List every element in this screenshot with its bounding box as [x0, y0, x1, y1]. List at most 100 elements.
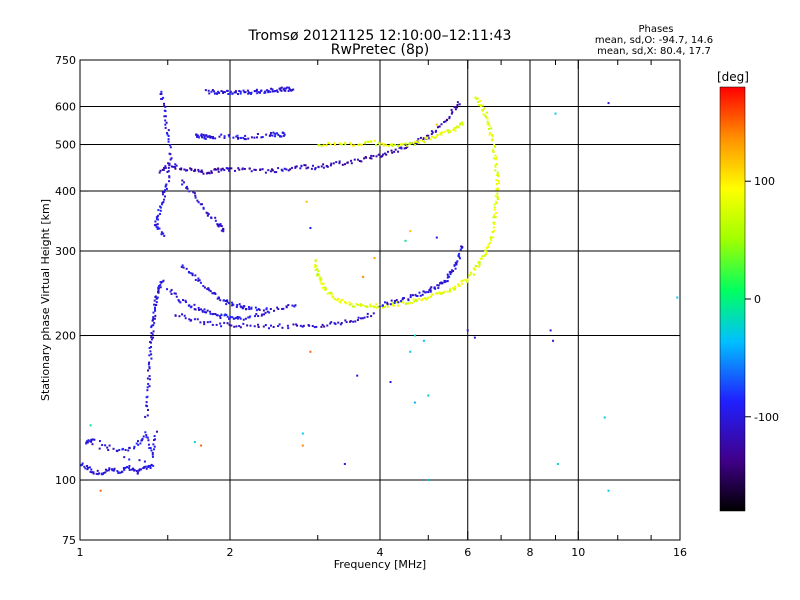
data-point — [676, 296, 679, 299]
data-point — [452, 128, 455, 131]
data-point — [245, 308, 248, 311]
data-point — [203, 308, 206, 311]
data-point — [201, 170, 204, 173]
data-point — [153, 307, 156, 310]
data-point — [215, 323, 218, 326]
data-point — [423, 141, 426, 144]
data-point — [196, 199, 199, 202]
data-point — [220, 133, 223, 136]
data-point — [174, 163, 177, 166]
data-point — [287, 304, 290, 307]
data-point — [207, 288, 210, 291]
data-point — [450, 108, 453, 111]
data-point — [168, 180, 171, 183]
data-point — [188, 318, 191, 321]
data-point — [123, 456, 126, 459]
data-point — [274, 133, 277, 136]
data-point — [197, 168, 200, 171]
data-point — [395, 299, 398, 302]
data-point — [156, 215, 159, 218]
data-point — [228, 317, 231, 320]
data-point — [84, 467, 87, 470]
data-point — [194, 274, 197, 277]
data-point — [459, 123, 462, 126]
data-point — [247, 316, 250, 319]
data-point — [453, 264, 456, 267]
data-point — [161, 191, 164, 194]
data-point — [233, 325, 236, 328]
data-point — [148, 385, 151, 388]
colorbar-label: [deg] — [717, 70, 749, 84]
data-point — [269, 133, 272, 136]
data-point — [164, 109, 167, 112]
data-point — [225, 313, 228, 316]
data-point — [457, 126, 460, 129]
data-point — [472, 267, 475, 270]
data-point — [206, 321, 209, 324]
data-point — [265, 89, 268, 92]
data-point — [223, 136, 226, 139]
data-point — [350, 143, 353, 146]
data-point — [279, 87, 282, 90]
data-point — [435, 129, 438, 132]
data-point — [128, 468, 131, 471]
data-point — [90, 471, 93, 474]
data-point — [185, 186, 188, 189]
data-point — [456, 125, 459, 128]
data-point — [339, 301, 342, 304]
data-point — [607, 489, 610, 492]
data-point — [160, 231, 163, 234]
data-point — [495, 188, 498, 191]
data-point — [222, 91, 225, 94]
data-point — [375, 155, 378, 158]
x-tick-label: 4 — [377, 546, 384, 559]
data-point — [164, 185, 167, 188]
data-point — [238, 168, 241, 171]
data-point — [108, 444, 111, 447]
data-point — [447, 129, 450, 132]
data-point — [339, 142, 342, 145]
data-point — [167, 170, 170, 173]
data-point — [157, 286, 160, 289]
data-point — [152, 316, 155, 319]
data-point — [393, 301, 396, 304]
data-point — [437, 286, 440, 289]
data-point — [356, 303, 359, 306]
data-point — [357, 316, 360, 319]
data-point — [152, 324, 155, 327]
data-point — [238, 90, 241, 93]
colorbar — [719, 86, 746, 512]
data-point — [152, 330, 155, 333]
data-point — [146, 395, 149, 398]
data-point — [153, 445, 156, 448]
data-point — [283, 89, 286, 92]
data-point — [443, 290, 446, 293]
data-point — [215, 168, 218, 171]
data-point — [370, 315, 373, 318]
data-point — [170, 157, 173, 160]
data-point — [296, 324, 299, 327]
data-point — [80, 463, 83, 466]
data-point — [414, 143, 417, 146]
data-point — [163, 198, 166, 201]
data-point — [380, 155, 383, 158]
data-point — [556, 462, 559, 465]
data-point — [154, 314, 157, 317]
data-point — [167, 162, 170, 165]
data-point — [289, 168, 292, 171]
data-point — [144, 415, 147, 418]
data-point — [261, 313, 264, 316]
data-point — [356, 158, 359, 161]
data-point — [492, 216, 495, 219]
y-tick-label: 400 — [55, 185, 76, 198]
data-point — [151, 333, 154, 336]
data-point — [161, 193, 164, 196]
data-point — [280, 86, 283, 89]
data-point — [152, 443, 155, 446]
data-point — [150, 449, 153, 452]
data-point — [442, 291, 445, 294]
data-point — [253, 325, 256, 328]
data-point — [378, 305, 381, 308]
data-point — [454, 108, 457, 111]
data-point — [186, 169, 189, 172]
